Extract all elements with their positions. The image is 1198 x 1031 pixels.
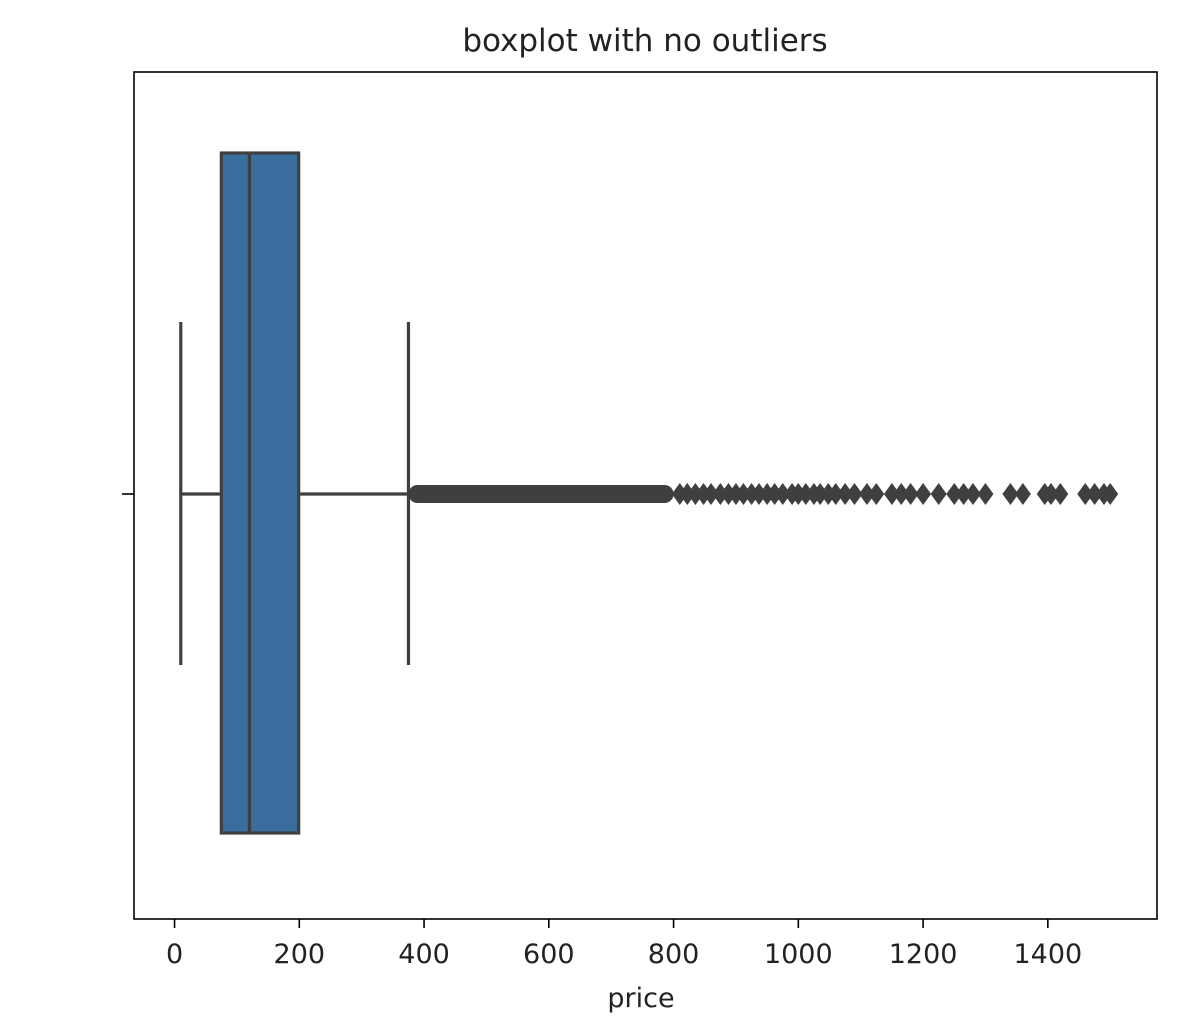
outlier-point (766, 483, 783, 505)
x-tick-label: 0 (166, 939, 183, 970)
x-tick-label: 800 (648, 939, 700, 970)
outlier-point (774, 483, 791, 505)
outlier-point (687, 483, 704, 505)
outlier-point (1086, 483, 1103, 505)
outlier-point (883, 483, 900, 505)
x-tick-label: 1000 (764, 939, 833, 970)
axes-frame (133, 71, 1158, 920)
x-tick-label: 400 (398, 939, 450, 970)
outlier-point (679, 483, 696, 505)
x-tick-label: 1200 (889, 939, 958, 970)
outlier-point (1002, 483, 1019, 505)
outlier-point (893, 483, 910, 505)
outlier-point (964, 483, 981, 505)
outlier-point (751, 483, 768, 505)
outlier-point (1077, 483, 1094, 505)
outlier-point (915, 483, 932, 505)
plot-area (179, 151, 1119, 835)
outlier-point (1014, 483, 1031, 505)
x-tick-label: 600 (523, 939, 575, 970)
outlier-point (812, 483, 829, 505)
x-tick-label: 1400 (1013, 939, 1082, 970)
outlier-point (702, 483, 719, 505)
outlier-point (977, 483, 994, 505)
outlier-point (1052, 483, 1069, 505)
outlier-point (735, 483, 752, 505)
outlier-point (955, 483, 972, 505)
box-iqr (219, 151, 301, 835)
x-axis-label: price (607, 983, 674, 1014)
outlier-point (846, 483, 863, 505)
outlier-point (837, 483, 854, 505)
outlier-point (868, 483, 885, 505)
x-axis-ticks: 0 200 400 600 800 1000 1200 1400 (166, 919, 1082, 970)
x-tick-label: 200 (274, 939, 326, 970)
outlier-point (1102, 483, 1119, 505)
outlier-point (930, 483, 947, 505)
chart-title: boxplot with no outliers (462, 23, 827, 59)
outlier-point (858, 483, 875, 505)
outlier-point (902, 483, 919, 505)
outlier-dense-band (408, 485, 674, 503)
outlier-point (946, 483, 963, 505)
outlier-point (712, 483, 729, 505)
outlier-point (797, 483, 814, 505)
outlier-point (827, 483, 844, 505)
outlier-point (1042, 483, 1059, 505)
